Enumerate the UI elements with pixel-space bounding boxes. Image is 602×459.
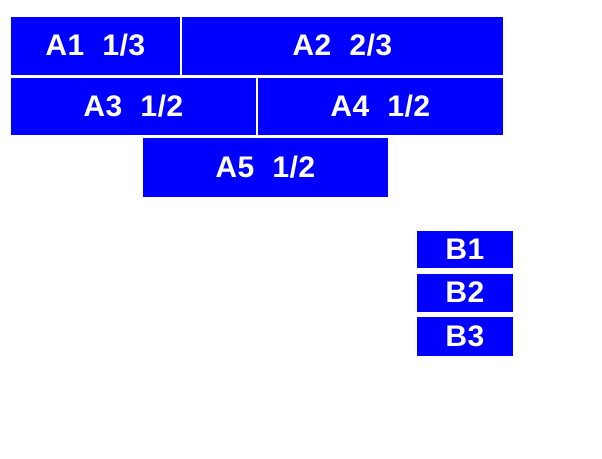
- block-b2: B2: [417, 274, 513, 312]
- block-a1: A1 1/3: [11, 17, 180, 75]
- block-a2: A2 2/3: [182, 17, 503, 75]
- block-b3: B3: [417, 317, 513, 356]
- block-b1: B1: [417, 231, 513, 268]
- block-a4: A4 1/2: [258, 78, 503, 135]
- block-a5: A5 1/2: [143, 138, 388, 197]
- block-a3: A3 1/2: [11, 78, 256, 135]
